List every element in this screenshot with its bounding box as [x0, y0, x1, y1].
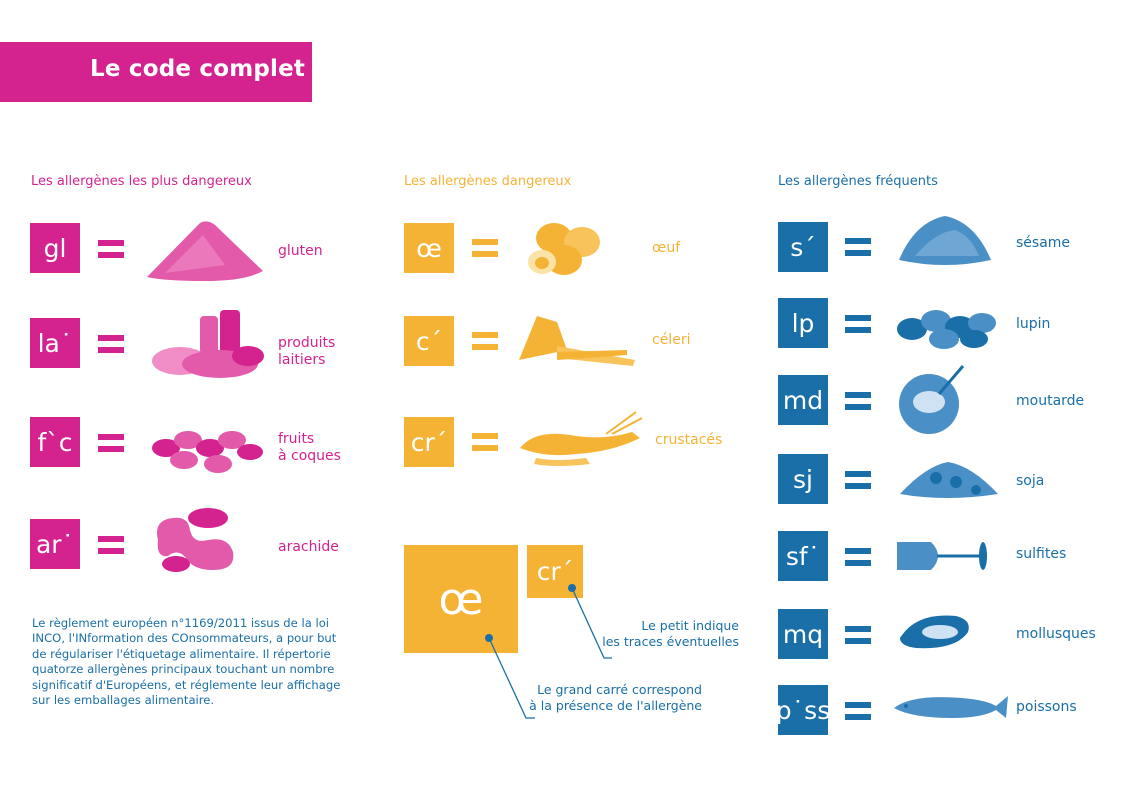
allergen-code-s: s´ — [778, 222, 828, 272]
equals-sign — [845, 236, 871, 258]
allergen-code-ar: ar˙ — [30, 519, 80, 569]
legend-small-text: Le petit indique les traces éventuelles — [602, 618, 739, 649]
allergen-label-crustaceans: crustacés — [655, 432, 723, 448]
column-title-frequent: Les allergènes fréquents — [778, 174, 938, 189]
equals-sign — [845, 313, 871, 335]
equals-sign — [98, 238, 124, 260]
legend-big-text: Le grand carré correspond à la présence … — [529, 682, 702, 713]
page-title: Le code complet — [90, 56, 306, 82]
equals-sign — [845, 546, 871, 568]
allergen-code-gl: gl — [30, 223, 80, 273]
allergen-code-c: c´ — [404, 316, 454, 366]
celery-icon — [519, 316, 635, 366]
allergen-code-fc: f`c — [30, 417, 80, 467]
fish-icon — [894, 696, 1008, 718]
mussel-icon — [900, 615, 969, 649]
allergen-code-la: la˙ — [30, 318, 80, 368]
allergen-label-mollusks: mollusques — [1016, 626, 1096, 642]
allergen-label-lupin: lupin — [1016, 316, 1051, 332]
equals-sign — [472, 237, 498, 259]
equals-sign — [845, 469, 871, 491]
allergen-code-mq: mq — [778, 609, 828, 659]
equals-sign — [472, 330, 498, 352]
allergen-label-fish: poissons — [1016, 699, 1077, 715]
wine-glass-icon — [897, 542, 987, 570]
equals-sign — [845, 700, 871, 722]
peanut-icon — [157, 508, 234, 572]
equals-sign — [845, 390, 871, 412]
equals-sign — [98, 333, 124, 355]
allergen-code-lp: lp — [778, 298, 828, 348]
crayfish-icon — [520, 411, 643, 466]
lupin-beans-icon — [897, 310, 996, 349]
equals-sign — [472, 431, 498, 453]
equals-sign — [845, 624, 871, 646]
mustard-icon — [899, 365, 965, 434]
nuts-icon — [152, 431, 263, 473]
allergen-label-sesame: sésame — [1016, 235, 1071, 251]
allergen-code-cr: cr´ — [404, 417, 454, 467]
legend-big-square: œ — [404, 545, 518, 653]
legend-connectors — [485, 584, 612, 719]
column-title-most-dangerous: Les allergènes les plus dangereux — [31, 174, 252, 189]
allergen-code-sj: sj — [778, 454, 828, 504]
soy-beans-icon — [900, 462, 998, 498]
allergen-label-dairy: produits laitiers — [278, 335, 336, 368]
allergen-code-md: md — [778, 375, 828, 425]
title-band — [0, 42, 312, 102]
allergen-label-mustard: moutarde — [1016, 393, 1085, 409]
sesame-seeds-icon — [899, 216, 991, 265]
allergen-label-sulfites: sulfites — [1016, 546, 1067, 562]
equals-sign — [98, 534, 124, 556]
equals-sign — [98, 432, 124, 454]
eggs-icon — [528, 223, 600, 275]
allergen-code-oe: œ — [404, 223, 454, 273]
allergen-label-soy: soja — [1016, 473, 1045, 489]
regulation-note: Le règlement européen n°1169/2011 issus … — [32, 616, 341, 708]
allergen-label-peanut: arachide — [278, 539, 339, 555]
allergen-code-pss: p˙ss — [776, 685, 830, 735]
flour-pile-icon — [147, 221, 263, 281]
allergen-label-celery: céleri — [652, 332, 691, 348]
allergen-label-egg: œuf — [652, 240, 681, 256]
allergen-label-nuts: fruits à coques — [278, 431, 341, 464]
allergen-label-gluten: gluten — [278, 243, 323, 259]
dairy-products-icon — [152, 310, 264, 378]
allergen-code-sf: sf˙ — [778, 531, 828, 581]
column-title-dangerous: Les allergènes dangereux — [404, 174, 572, 189]
